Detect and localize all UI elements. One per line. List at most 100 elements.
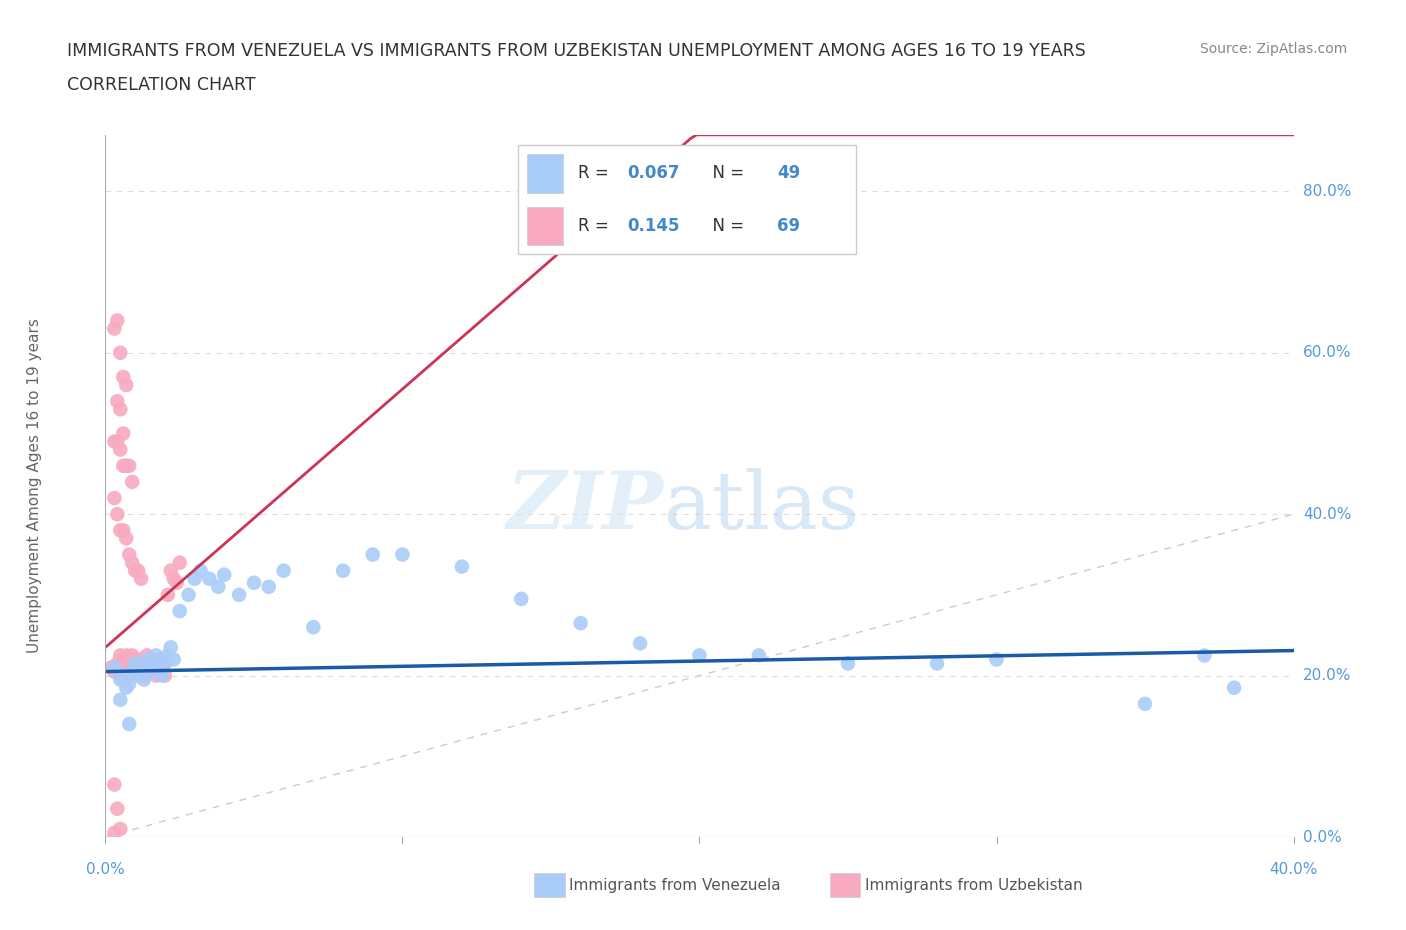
Point <box>124 652 146 667</box>
Text: Source: ZipAtlas.com: Source: ZipAtlas.com <box>1199 42 1347 56</box>
Text: 60.0%: 60.0% <box>1303 345 1351 360</box>
Point <box>163 571 186 586</box>
Point <box>132 668 155 683</box>
Text: atlas: atlas <box>664 468 859 546</box>
Point <box>136 652 159 667</box>
Point <box>127 668 149 683</box>
Point <box>129 660 152 675</box>
Point <box>510 591 533 606</box>
Point <box>129 668 152 683</box>
Point <box>129 652 152 667</box>
Point <box>214 567 236 582</box>
Point <box>103 434 125 449</box>
Point <box>124 656 146 671</box>
Text: Unemployment Among Ages 16 to 19 years: Unemployment Among Ages 16 to 19 years <box>27 318 42 654</box>
Point <box>127 564 149 578</box>
Point <box>148 660 170 675</box>
Point <box>1133 697 1156 711</box>
Point <box>148 652 170 667</box>
Point <box>112 672 135 687</box>
Bar <box>527 206 564 246</box>
Text: 69: 69 <box>778 217 800 235</box>
Text: Immigrants from Uzbekistan: Immigrants from Uzbekistan <box>865 878 1083 893</box>
Point <box>115 660 138 675</box>
Point <box>132 672 155 687</box>
Point <box>169 604 191 618</box>
Text: 40.0%: 40.0% <box>1270 861 1317 877</box>
FancyBboxPatch shape <box>517 145 856 254</box>
Point <box>112 458 135 473</box>
Point <box>207 579 229 594</box>
Point <box>105 393 128 408</box>
Point <box>142 664 165 679</box>
Point <box>112 652 135 667</box>
Point <box>103 660 125 675</box>
Point <box>129 571 152 586</box>
Point <box>105 434 128 449</box>
Point <box>118 717 141 732</box>
Point <box>183 571 205 586</box>
Point <box>302 619 325 634</box>
Point <box>110 523 132 538</box>
Point <box>689 648 711 663</box>
Point <box>110 672 132 687</box>
Point <box>136 656 159 671</box>
Point <box>332 564 354 578</box>
Text: 0.0%: 0.0% <box>86 861 125 877</box>
Point <box>139 660 162 675</box>
Text: ZIP: ZIP <box>508 468 664 546</box>
Point <box>1194 648 1216 663</box>
Point <box>103 664 125 679</box>
Point <box>103 826 125 841</box>
Point <box>150 660 173 675</box>
Point <box>450 559 472 574</box>
Point <box>103 321 125 336</box>
Point <box>118 656 141 671</box>
Point <box>105 507 128 522</box>
Text: R =: R = <box>578 165 613 182</box>
Point <box>121 648 143 663</box>
Point <box>243 576 266 591</box>
Point <box>986 652 1008 667</box>
Point <box>112 426 135 441</box>
Point <box>110 692 132 707</box>
Point <box>112 523 135 538</box>
Point <box>110 442 132 457</box>
Point <box>110 402 132 417</box>
Point <box>150 664 173 679</box>
Point <box>136 648 159 663</box>
Point <box>110 821 132 836</box>
Point <box>105 656 128 671</box>
Point <box>273 564 295 578</box>
Text: IMMIGRANTS FROM VENEZUELA VS IMMIGRANTS FROM UZBEKISTAN UNEMPLOYMENT AMONG AGES : IMMIGRANTS FROM VENEZUELA VS IMMIGRANTS … <box>67 42 1087 60</box>
Point <box>127 664 149 679</box>
Point <box>105 802 128 817</box>
Point <box>628 636 651 651</box>
Point <box>159 564 181 578</box>
Point <box>105 313 128 328</box>
Text: N =: N = <box>703 217 749 235</box>
Point <box>257 579 280 594</box>
Point <box>748 648 770 663</box>
Point <box>166 576 188 591</box>
Point <box>110 345 132 360</box>
Point <box>118 664 141 679</box>
Point <box>110 668 132 683</box>
Point <box>115 531 138 546</box>
Point <box>153 656 176 671</box>
Point <box>190 564 212 578</box>
Point <box>118 458 141 473</box>
Point <box>150 668 173 683</box>
Point <box>145 660 167 675</box>
Point <box>110 648 132 663</box>
Text: 40.0%: 40.0% <box>1303 507 1351 522</box>
Point <box>153 656 176 671</box>
Point <box>124 660 146 675</box>
Point <box>156 648 179 663</box>
Point <box>169 555 191 570</box>
Point <box>177 588 200 603</box>
Point <box>127 656 149 671</box>
Point <box>148 656 170 671</box>
Text: 80.0%: 80.0% <box>1303 184 1351 199</box>
Point <box>103 777 125 792</box>
